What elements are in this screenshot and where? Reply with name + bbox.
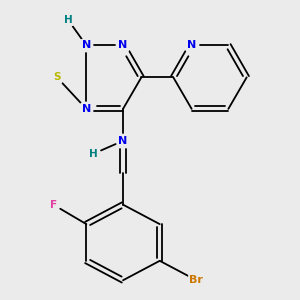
Text: Br: Br xyxy=(190,275,203,285)
Text: F: F xyxy=(50,200,57,210)
Text: H: H xyxy=(64,15,72,25)
Text: H: H xyxy=(89,149,98,159)
Text: N: N xyxy=(187,40,196,50)
Text: N: N xyxy=(82,104,91,114)
Text: N: N xyxy=(118,136,128,146)
Text: S: S xyxy=(53,72,61,82)
Text: N: N xyxy=(118,40,128,50)
Text: N: N xyxy=(82,40,91,50)
